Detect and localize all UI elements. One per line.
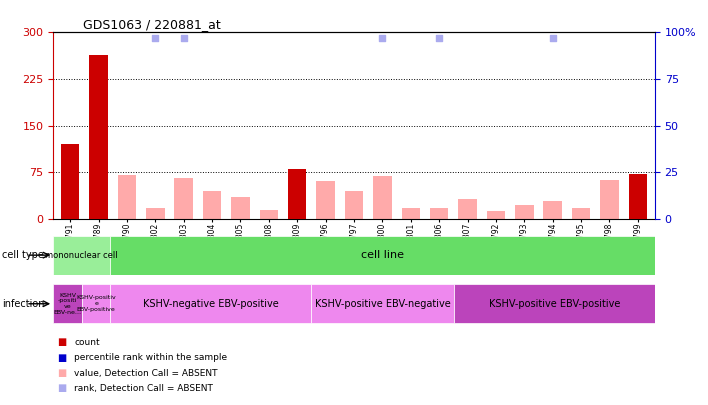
Text: ■: ■ bbox=[57, 384, 66, 393]
Text: mononuclear cell: mononuclear cell bbox=[45, 251, 118, 260]
Bar bbox=[202, 191, 222, 219]
Bar bbox=[572, 207, 590, 219]
Point bbox=[433, 35, 445, 41]
Bar bbox=[430, 207, 448, 219]
Bar bbox=[373, 177, 392, 219]
Bar bbox=[232, 197, 250, 219]
Bar bbox=[544, 201, 562, 219]
Bar bbox=[110, 284, 311, 323]
Text: cell type: cell type bbox=[2, 250, 44, 260]
Bar bbox=[316, 181, 335, 219]
Point bbox=[377, 35, 388, 41]
Point bbox=[490, 0, 501, 2]
Bar bbox=[458, 199, 476, 219]
Bar bbox=[486, 211, 506, 219]
Bar bbox=[288, 169, 307, 219]
Bar bbox=[345, 191, 363, 219]
Bar bbox=[146, 207, 164, 219]
Text: infection: infection bbox=[2, 299, 45, 309]
Text: KSHV-positive EBV-negative: KSHV-positive EBV-negative bbox=[315, 299, 450, 309]
Point bbox=[519, 23, 530, 30]
Text: percentile rank within the sample: percentile rank within the sample bbox=[74, 353, 227, 362]
Text: value, Detection Call = ABSENT: value, Detection Call = ABSENT bbox=[74, 369, 218, 377]
Bar bbox=[61, 144, 79, 219]
Text: ■: ■ bbox=[57, 353, 66, 362]
Bar bbox=[89, 55, 108, 219]
Text: KSHV-positive EBV-positive: KSHV-positive EBV-positive bbox=[489, 299, 620, 309]
Bar bbox=[401, 207, 420, 219]
Bar bbox=[81, 284, 110, 323]
Point bbox=[547, 35, 559, 41]
Bar bbox=[311, 284, 455, 323]
Bar bbox=[174, 178, 193, 219]
Bar bbox=[629, 174, 647, 219]
Text: count: count bbox=[74, 338, 100, 347]
Bar bbox=[53, 284, 81, 323]
Bar bbox=[260, 210, 278, 219]
Bar bbox=[455, 284, 655, 323]
Text: rank, Detection Call = ABSENT: rank, Detection Call = ABSENT bbox=[74, 384, 213, 393]
Point bbox=[149, 35, 161, 41]
Text: KSHV-negative EBV-positive: KSHV-negative EBV-positive bbox=[143, 299, 278, 309]
Bar bbox=[118, 175, 136, 219]
Text: GDS1063 / 220881_at: GDS1063 / 220881_at bbox=[84, 18, 221, 31]
Point bbox=[462, 14, 473, 21]
Text: ■: ■ bbox=[57, 337, 66, 347]
Point bbox=[178, 35, 189, 41]
Bar bbox=[600, 180, 619, 219]
Text: KSHV-positiv
e
EBV-positive: KSHV-positiv e EBV-positive bbox=[76, 296, 116, 312]
Point bbox=[405, 0, 416, 2]
Point bbox=[576, 23, 587, 30]
Bar bbox=[515, 205, 534, 219]
Text: ■: ■ bbox=[57, 368, 66, 378]
Text: cell line: cell line bbox=[361, 250, 404, 260]
Text: KSHV
-positi
ve
EBV-ne…: KSHV -positi ve EBV-ne… bbox=[53, 292, 81, 315]
Bar bbox=[53, 236, 110, 275]
